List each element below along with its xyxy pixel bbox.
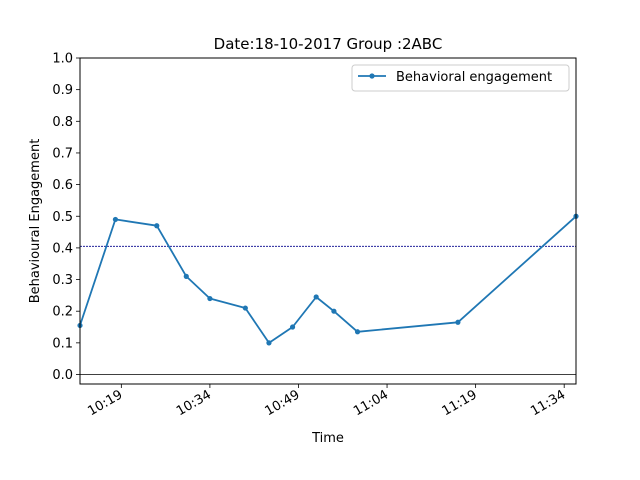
- y-tick-label: 0.0: [52, 368, 73, 383]
- data-point: [266, 340, 272, 346]
- plot-area-frame: [79, 57, 577, 385]
- series-layer: [77, 213, 579, 346]
- reference-lines: [80, 245, 576, 375]
- y-axis: 0.0 0.1 0.2 0.3 0.4 0.5 0.6 0.7 0.8 0.9 1.0: [52, 52, 80, 383]
- x-tick-label: 10:19: [85, 387, 125, 419]
- legend-label: Behavioral engagement: [396, 70, 552, 85]
- y-axis-label: Behavioural Engagement: [28, 139, 43, 304]
- data-point: [331, 308, 337, 314]
- legend: Behavioral engagement: [351, 64, 570, 92]
- y-tick-label: 0.2: [52, 305, 73, 320]
- legend-point-marker: [369, 73, 375, 79]
- x-tick-label: 10:49: [263, 387, 303, 419]
- x-tick-label: 11:19: [440, 387, 480, 419]
- data-point: [154, 223, 160, 229]
- y-tick-label: 0.8: [52, 115, 73, 130]
- data-point: [289, 324, 296, 330]
- data-point: [242, 305, 248, 311]
- x-tick-label: 11:34: [528, 387, 568, 419]
- data-point: [183, 273, 189, 279]
- x-axis-label: Time: [311, 431, 344, 446]
- legend-box: [351, 64, 570, 92]
- x-tick-label: 11:04: [351, 387, 391, 419]
- data-point: [112, 216, 119, 223]
- data-point: [455, 319, 461, 325]
- x-axis: 10:19 10:34 10:49 11:04 11:19 11:34: [85, 384, 568, 419]
- y-tick-label: 0.9: [52, 83, 73, 98]
- y-tick-label: 0.3: [52, 273, 73, 288]
- data-point: [207, 295, 213, 302]
- y-tick-label: 0.4: [52, 241, 73, 256]
- y-tick-label: 0.5: [52, 210, 73, 225]
- y-tick-label: 0.6: [52, 178, 73, 193]
- y-tick-label: 0.7: [52, 146, 73, 161]
- x-tick-label: 10:34: [174, 387, 214, 419]
- y-tick-label: 0.1: [52, 336, 73, 351]
- chart-title: Date:18-10-2017 Group :2ABC: [214, 35, 443, 53]
- y-tick-label: 1.0: [52, 52, 73, 67]
- data-point: [354, 329, 361, 335]
- data-point: [313, 294, 319, 300]
- series-line: [79, 215, 577, 344]
